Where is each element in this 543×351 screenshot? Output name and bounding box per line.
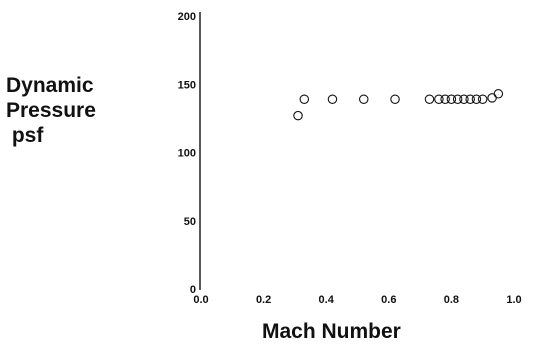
data-point xyxy=(440,94,450,105)
data-point xyxy=(459,94,469,105)
y-tick-label: 200 xyxy=(178,11,196,23)
data-point xyxy=(487,93,497,103)
y-axis-label-line-2: Pressure xyxy=(6,99,96,122)
x-tick-label: 0.0 xyxy=(193,294,208,306)
y-tick-label: 150 xyxy=(178,79,196,91)
data-point xyxy=(446,94,457,105)
y-axis-label-line-3: psf xyxy=(6,124,44,147)
y-tick-labels: 0 50 100 150 200 xyxy=(178,11,196,296)
y-axis-label: Dynamic Pressure psf xyxy=(6,73,146,148)
x-tick-label: 0.6 xyxy=(381,294,396,306)
data-point xyxy=(493,89,504,99)
y-axis-label-line-1: Dynamic xyxy=(6,74,94,97)
y-tick-label: 100 xyxy=(178,148,196,160)
data-point xyxy=(359,94,369,105)
x-axis-label: Mach Number xyxy=(262,320,401,343)
x-tick-label: 0.8 xyxy=(444,294,459,306)
x-tick-label: 0.2 xyxy=(256,294,271,306)
data-point xyxy=(299,94,310,105)
data-point xyxy=(471,94,482,105)
y-tick-label: 50 xyxy=(184,216,196,228)
data-points xyxy=(293,89,504,121)
data-point xyxy=(434,94,444,105)
data-point xyxy=(465,94,475,105)
x-tick-label: 0.4 xyxy=(319,294,335,306)
y-tick-label: 0 xyxy=(190,284,196,296)
data-point xyxy=(452,94,463,105)
x-tick-labels: 0.0 0.2 0.4 0.6 0.8 1.0 xyxy=(193,294,521,306)
data-point xyxy=(477,94,488,105)
data-point xyxy=(293,110,303,121)
data-point xyxy=(424,94,435,105)
x-tick-label: 1.0 xyxy=(506,294,521,306)
data-point xyxy=(327,94,338,105)
data-point xyxy=(390,94,400,105)
